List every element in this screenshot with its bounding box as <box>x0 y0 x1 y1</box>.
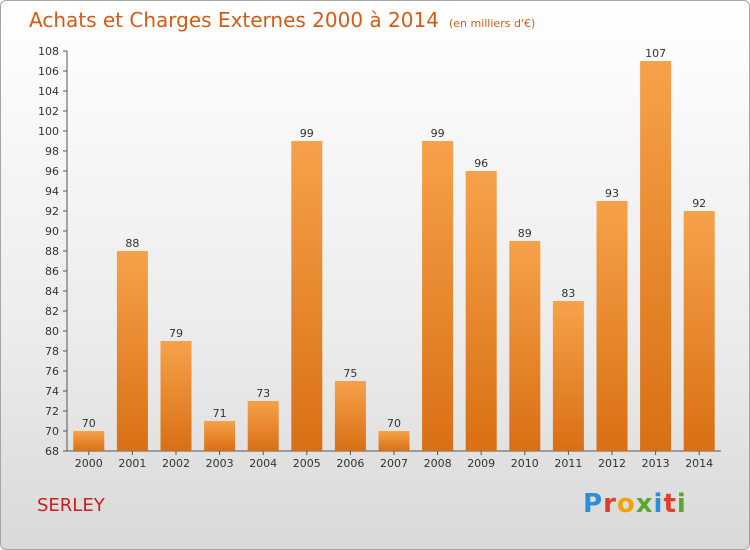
bar-value-label: 93 <box>605 187 619 200</box>
y-tick-label: 108 <box>38 45 59 58</box>
y-tick-label: 74 <box>45 385 59 398</box>
x-tick-label: 2009 <box>467 457 495 470</box>
chart-subtitle: (en milliers d'€) <box>448 17 536 30</box>
bar <box>596 201 628 451</box>
bar <box>552 301 584 451</box>
y-tick-label: 70 <box>45 425 59 438</box>
y-tick-label: 104 <box>38 85 59 98</box>
logo-letter: i <box>676 489 687 519</box>
x-tick-label: 2011 <box>554 457 582 470</box>
bar-value-label: 92 <box>692 197 706 210</box>
bar <box>204 421 236 451</box>
bar-value-label: 89 <box>518 227 532 240</box>
bar-value-label: 99 <box>431 127 445 140</box>
bar-value-label: 83 <box>561 287 575 300</box>
bar-value-label: 79 <box>169 327 183 340</box>
logo-letter: i <box>653 489 664 519</box>
x-tick-label: 2010 <box>511 457 539 470</box>
y-tick-label: 90 <box>45 225 59 238</box>
bar-value-label: 99 <box>300 127 314 140</box>
bar <box>683 211 715 451</box>
y-tick-label: 88 <box>45 245 59 258</box>
y-tick-label: 92 <box>45 205 59 218</box>
chart-title-text: Achats et Charges Externes 2000 à 2014 <box>29 8 439 32</box>
y-tick-label: 80 <box>45 325 59 338</box>
y-tick-label: 96 <box>45 165 59 178</box>
x-tick-label: 2007 <box>380 457 408 470</box>
x-tick-label: 2003 <box>206 457 234 470</box>
x-tick-label: 2014 <box>685 457 713 470</box>
x-tick-label: 2000 <box>75 457 103 470</box>
bar-value-label: 70 <box>82 417 96 430</box>
y-tick-label: 78 <box>45 345 59 358</box>
axes: 68 70 72 74 76 78 80 82 84 86 88 90 92 94 96 98 100 102 10… <box>38 45 721 470</box>
bar <box>378 431 410 451</box>
y-tick-label: 102 <box>38 105 59 118</box>
bar-value-label: 107 <box>645 47 666 60</box>
commune-name: SERLEY <box>37 495 105 516</box>
bar-value-label: 75 <box>343 367 357 380</box>
bar <box>247 401 279 451</box>
y-tick-label: 98 <box>45 145 59 158</box>
x-tick-label: 2008 <box>424 457 452 470</box>
y-tick-label: 82 <box>45 305 59 318</box>
x-tick-label: 2005 <box>293 457 321 470</box>
chart-title: Achats et Charges Externes 2000 à 2014 (e… <box>29 8 535 32</box>
x-tick-label: 2001 <box>118 457 146 470</box>
bar-value-label: 73 <box>256 387 270 400</box>
bar-value-label: 96 <box>474 157 488 170</box>
bar-value-label: 88 <box>125 237 139 250</box>
bars: 70 88 79 71 73 99 75 70 99 96 89 83 93 107 92 <box>73 47 715 451</box>
y-tick-label: 72 <box>45 405 59 418</box>
logo-letter: P <box>583 489 604 519</box>
y-tick-label: 106 <box>38 65 59 78</box>
y-tick-label: 84 <box>45 285 59 298</box>
logo-letter: t <box>663 489 677 519</box>
proxiti-logo[interactable]: Proxiti <box>583 489 687 519</box>
bar <box>465 171 497 451</box>
x-tick-label: 2004 <box>249 457 277 470</box>
y-tick-label: 100 <box>38 125 59 138</box>
y-tick-label: 94 <box>45 185 59 198</box>
bar <box>73 431 105 451</box>
bar <box>640 61 672 451</box>
y-tick-label: 68 <box>45 445 59 458</box>
logo-letter: o <box>616 489 636 519</box>
y-tick-label: 86 <box>45 265 59 278</box>
bar <box>334 381 366 451</box>
bar <box>160 341 192 451</box>
x-tick-label: 2013 <box>642 457 670 470</box>
x-tick-label: 2002 <box>162 457 190 470</box>
bar-value-label: 71 <box>213 407 227 420</box>
bar <box>422 141 454 451</box>
logo-letter: x <box>635 489 654 519</box>
bar <box>509 241 541 451</box>
bar <box>116 251 148 451</box>
x-tick-label: 2012 <box>598 457 626 470</box>
y-tick-label: 76 <box>45 365 59 378</box>
bar <box>291 141 323 451</box>
logo-letter: r <box>603 489 617 519</box>
bar-value-label: 70 <box>387 417 401 430</box>
x-tick-label: 2006 <box>336 457 364 470</box>
